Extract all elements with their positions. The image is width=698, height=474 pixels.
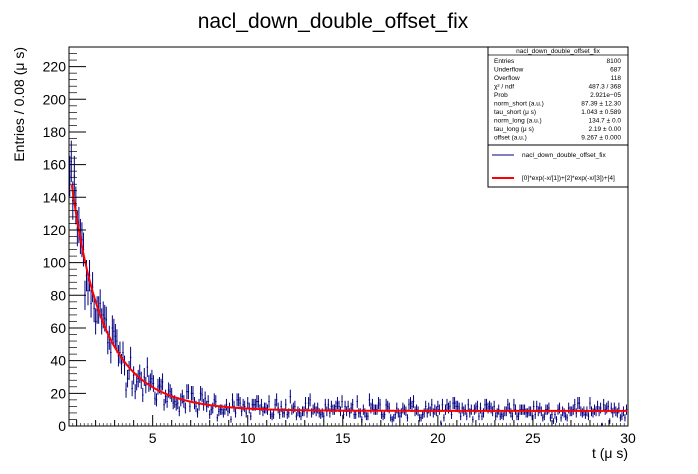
stats-row-value: 9.267 ± 0.000 [581,135,621,142]
stats-row-label: Underflow [494,67,524,74]
y-tick-label: 60 [50,320,66,336]
stats-row-value: 87.39 ± 12.30 [581,101,621,108]
y-tick-label: 100 [43,255,67,271]
legend: nacl_down_double_offset_fix [0]*exp(-x/[… [487,144,629,188]
stats-row-label: Entries [494,58,515,65]
stats-row-label: Overflow [494,75,520,82]
stats-box-title: nacl_down_double_offset_fix [516,48,600,55]
x-tick-label: 5 [149,430,157,446]
y-tick-label: 20 [50,385,66,401]
stats-row-label: χ² / ndf [494,84,514,91]
stats-row-value: 2.19 ± 0.00 [589,126,622,133]
fit-curve-layer [70,184,628,412]
y-tick-label: 200 [43,91,67,107]
fit-curve [70,184,628,412]
x-axis: 5 10 15 20 25 30 [72,415,636,446]
stats-box-frame [487,46,629,146]
legend-label-fit: [0]*exp(-x/[1])+[2]*exp(-x/[3])+[4] [522,175,615,182]
y-tick-label: 160 [43,157,67,173]
y-axis: 0 20 40 60 80 100 120 140 160 180 200 220 [43,53,86,434]
y-tick-label: 220 [43,59,67,75]
y-axis-label: Entries / 0.08 (μ s) [11,47,27,162]
stats-row-value: 134.7 ± 0.0 [589,118,622,125]
x-tick-label: 30 [620,430,636,446]
stats-row-value: 8100 [607,58,622,65]
stats-row-value: 118 [611,75,622,82]
y-tick-label: 40 [50,353,66,369]
y-tick-label: 180 [43,124,67,140]
y-tick-label: 140 [43,189,67,205]
legend-label-data: nacl_down_double_offset_fix [522,152,606,159]
stats-row-label: tau_long (μ s) [494,126,534,133]
x-tick-label: 25 [525,430,541,446]
stats-box: nacl_down_double_offset_fix Entries 8100 U… [487,46,629,146]
chart-title: nacl_down_double_offset_fix [198,10,469,33]
x-tick-label: 10 [240,430,256,446]
stats-row-value: 487.3 / 368 [588,84,621,91]
stats-row-value: 2.921e−05 [590,92,621,99]
stats-row-label: Prob [494,92,508,99]
y-tick-label: 0 [58,418,66,434]
x-tick-label: 20 [430,430,446,446]
stats-row-value: 687 [610,67,621,74]
y-tick-label: 120 [43,222,67,238]
y-tick-label: 80 [50,287,66,303]
stats-row-label: norm_short (a.u.) [494,101,544,108]
stats-row-value: 1.043 ± 0.589 [581,109,621,116]
stats-row-label: offset (a.u.) [494,135,527,142]
stats-row-label: norm_long (a.u.) [494,118,542,125]
legend-frame [487,144,629,188]
x-tick-label: 15 [335,430,351,446]
x-axis-label: t (μ s) [592,445,628,461]
stats-row-label: tau_short (μ s) [494,109,536,116]
stats-rows: Entries 8100 Underflow 687 Overflow 118 χ² / n… [494,58,621,142]
